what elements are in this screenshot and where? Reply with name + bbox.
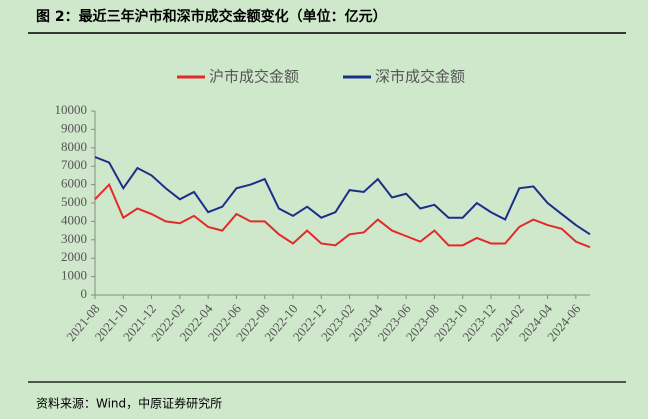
legend-label: 深市成交金额 bbox=[375, 68, 465, 86]
y-tick-label: 8000 bbox=[61, 139, 87, 154]
chart-title: 图 2：最近三年沪市和深市成交金额变化（单位：亿元） bbox=[36, 8, 387, 25]
series-line bbox=[94, 182, 591, 249]
y-tick-label: 4000 bbox=[61, 212, 87, 227]
legend-label: 沪市成交金额 bbox=[209, 68, 299, 86]
y-tick-label: 0 bbox=[81, 286, 88, 301]
source: 资料来源：Wind，中原证券研究所 bbox=[36, 396, 222, 411]
y-tick-label: 10000 bbox=[55, 102, 88, 117]
y-tick-label: 2000 bbox=[61, 249, 87, 264]
y-tick-label: 9000 bbox=[61, 120, 87, 135]
series-line bbox=[94, 156, 591, 236]
y-tick-label: 7000 bbox=[61, 157, 87, 172]
y-tick-label: 3000 bbox=[61, 231, 87, 246]
y-tick-label: 1000 bbox=[61, 268, 87, 283]
y-tick-label: 6000 bbox=[61, 176, 87, 191]
y-tick-label: 5000 bbox=[61, 194, 87, 209]
